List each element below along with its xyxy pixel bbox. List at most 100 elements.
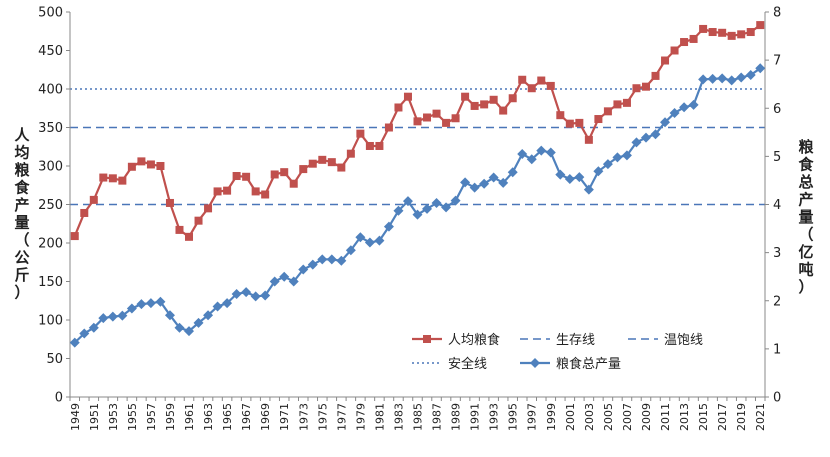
left-tick-label: 100 — [38, 314, 63, 329]
data-point — [212, 301, 223, 312]
x-tick-label: 1983 — [392, 403, 405, 431]
data-point — [431, 198, 442, 209]
data-point — [698, 74, 709, 85]
data-point — [251, 187, 260, 196]
x-tick-label: 1955 — [126, 403, 139, 431]
data-point — [137, 157, 146, 166]
x-tick-label: 1971 — [278, 403, 291, 431]
data-point — [98, 313, 109, 324]
data-point — [393, 205, 404, 216]
data-point — [184, 326, 195, 337]
data-point — [746, 28, 755, 37]
x-tick-label: 1993 — [488, 403, 501, 431]
data-point — [593, 166, 604, 177]
data-point — [355, 232, 366, 243]
data-point — [326, 254, 337, 265]
x-tick-label: 1977 — [335, 403, 348, 431]
data-point — [412, 209, 423, 220]
data-point — [537, 76, 546, 85]
x-tick-label: 1951 — [88, 403, 101, 431]
x-tick-label: 1997 — [526, 403, 539, 431]
data-point — [89, 195, 98, 204]
data-point — [107, 311, 118, 322]
x-tick-label: 1963 — [202, 403, 215, 431]
data-point — [508, 94, 517, 103]
x-tick-label: 1985 — [412, 403, 425, 431]
left-tick-label: 200 — [38, 237, 63, 252]
data-point — [518, 75, 527, 84]
data-point — [536, 145, 547, 156]
data-point — [269, 276, 280, 287]
data-point — [527, 84, 536, 93]
data-point — [204, 204, 213, 213]
data-point — [88, 322, 99, 333]
right-tick-label: 3 — [773, 246, 781, 261]
data-point — [555, 169, 566, 180]
x-tick-label: 1965 — [221, 403, 234, 431]
data-point — [470, 101, 479, 110]
data-point — [631, 137, 642, 148]
x-tick-label: 2005 — [602, 403, 615, 431]
data-point — [727, 31, 736, 40]
data-point — [222, 298, 233, 309]
data-point — [450, 195, 461, 206]
data-point — [612, 152, 623, 163]
data-point — [175, 225, 184, 234]
data-point — [661, 56, 670, 65]
reference-lines — [70, 88, 765, 206]
data-point — [299, 165, 308, 174]
data-point — [223, 186, 232, 195]
right-tick-label: 7 — [773, 54, 781, 69]
right-axis-title: 粮食总产量（亿吨） — [798, 138, 814, 296]
left-axis-ticks: 0 50 100 150 200 250 300 350 400 450 500 — [38, 6, 70, 406]
x-tick-label: 1973 — [297, 403, 310, 431]
data-point — [318, 155, 327, 164]
data-point — [403, 92, 412, 101]
data-point — [174, 322, 185, 333]
x-tick-label: 2003 — [583, 403, 596, 431]
data-point — [80, 208, 89, 217]
data-point — [679, 102, 690, 113]
left-tick-label: 150 — [38, 275, 63, 290]
series-layer — [69, 21, 766, 348]
right-tick-label: 8 — [773, 6, 781, 21]
data-point — [307, 259, 318, 270]
data-point — [155, 296, 166, 307]
data-point — [394, 103, 403, 112]
data-point — [708, 28, 717, 37]
left-tick-label: 400 — [38, 83, 63, 98]
data-point — [413, 117, 422, 126]
x-tick-label: 1989 — [450, 403, 463, 431]
data-point — [651, 71, 660, 80]
x-tick-label: 1999 — [545, 403, 558, 431]
data-point — [517, 148, 528, 159]
data-point — [127, 162, 136, 171]
data-point — [432, 109, 441, 118]
data-point — [231, 289, 242, 300]
data-point — [346, 149, 355, 158]
data-point — [422, 203, 433, 214]
legend-label: 安全线 — [448, 356, 487, 372]
x-tick-label: 1991 — [469, 403, 482, 431]
data-point — [203, 310, 214, 321]
data-point — [489, 95, 498, 104]
data-point — [583, 184, 594, 195]
data-point — [232, 172, 241, 181]
x-tick-label: 2013 — [678, 403, 691, 431]
data-point — [726, 75, 737, 86]
x-tick-label: 1969 — [259, 403, 272, 431]
data-point — [469, 182, 480, 193]
x-tick-label: 1981 — [373, 403, 386, 431]
data-point — [242, 172, 251, 181]
data-point — [461, 92, 470, 101]
x-tick-label: 1957 — [145, 403, 158, 431]
data-point — [374, 235, 385, 246]
data-point — [718, 28, 727, 37]
left-axis-title: 人均粮食产量（公斤） — [14, 126, 30, 302]
data-point — [755, 63, 766, 74]
data-point — [546, 81, 555, 90]
x-tick-label: 2019 — [735, 403, 748, 431]
data-point — [488, 172, 499, 183]
left-tick-label: 350 — [38, 121, 63, 136]
data-point — [136, 299, 147, 310]
